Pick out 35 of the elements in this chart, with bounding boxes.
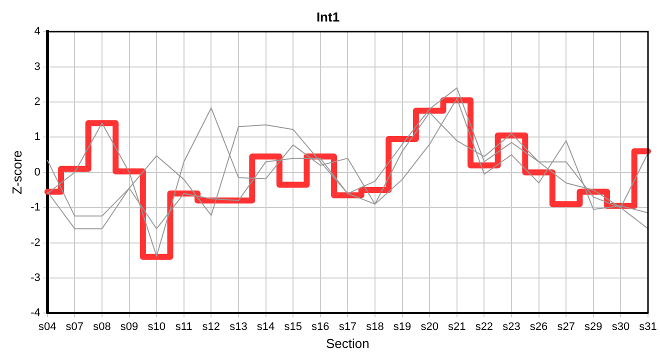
x-tick-label: s15 [284, 320, 302, 333]
x-axis-title: Section [326, 336, 370, 351]
x-tick-label: s11 [175, 320, 192, 333]
x-tick-label: s17 [338, 320, 357, 333]
y-tick-label: 0 [34, 166, 40, 178]
x-tick-label: s16 [312, 320, 330, 333]
x-tick-label: s22 [475, 320, 494, 333]
x-tick-label: s18 [366, 320, 384, 333]
x-tick-label: s30 [612, 320, 630, 333]
x-tick-label: s04 [38, 320, 56, 333]
x-tick-label: s26 [530, 320, 548, 333]
chart-title: Int1 [316, 9, 340, 24]
x-tick-label: s20 [420, 320, 438, 333]
x-tick-label: s23 [502, 320, 520, 333]
x-tick-label: s29 [584, 320, 602, 333]
y-axis-title: Z-score [9, 150, 24, 194]
y-tick-label: -1 [30, 202, 40, 214]
x-tick-label: s19 [393, 320, 412, 333]
y-tick-label: -2 [30, 236, 40, 249]
x-tick-label: s07 [66, 320, 84, 333]
y-tick-label: -3 [30, 272, 40, 284]
x-tick-label: s12 [202, 320, 220, 333]
x-tick-label: s09 [120, 320, 138, 333]
x-tick-label: s31 [639, 320, 657, 333]
x-tick-label: s14 [256, 320, 275, 333]
x-tick-label: s21 [448, 320, 466, 333]
y-tick-label: 1 [34, 131, 40, 144]
x-tick-label: s27 [557, 320, 575, 333]
x-tick-label: s10 [148, 320, 166, 333]
y-tick-label: 3 [34, 60, 40, 73]
y-tick-label: 2 [34, 96, 40, 108]
y-tick-label: 4 [34, 26, 40, 38]
y-tick-label: -4 [30, 307, 40, 320]
x-tick-label: s13 [230, 320, 248, 333]
x-tick-label: s08 [93, 320, 111, 333]
